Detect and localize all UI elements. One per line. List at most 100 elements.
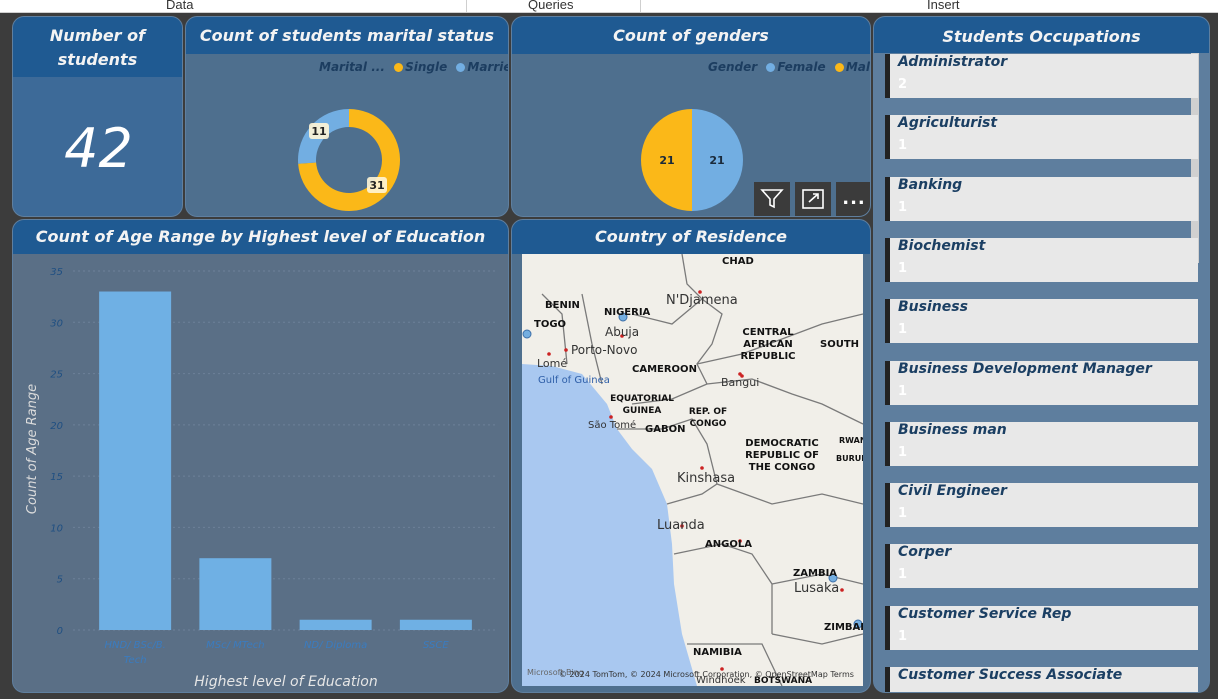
occupation-list-item[interactable]: Business Development Manager 1: [885, 360, 1198, 405]
map-city-label: Abuja: [605, 325, 640, 339]
more-options-icon: ...: [842, 188, 866, 209]
occupation-count: 1: [898, 444, 908, 460]
filter-icon: [760, 189, 784, 209]
y-tick-label: 15: [50, 472, 63, 483]
ribbon-tab-data[interactable]: Data: [166, 0, 194, 12]
y-tick-label: 20: [50, 421, 63, 432]
occupation-list-item[interactable]: Administrator 2: [885, 54, 1198, 98]
legend-item-female[interactable]: Female: [777, 60, 826, 74]
occupation-name: Banking: [898, 176, 963, 193]
ribbon-bar: Data Queries Insert: [0, 0, 1218, 13]
map-city-label: N'Djamena: [666, 293, 738, 308]
map-country-label: DEMOCRATIC REPUBLIC OF THE CONGO: [745, 438, 819, 473]
occupation-count: 1: [898, 567, 908, 583]
occupation-name: Corper: [898, 544, 952, 561]
legend-item-single[interactable]: Single: [405, 60, 448, 74]
occupation-list-item[interactable]: Corper 1: [885, 544, 1198, 589]
card-title: Count of genders: [512, 17, 870, 54]
map-country-label: SOUTH S: [820, 339, 863, 350]
legend-dot-single: [394, 63, 404, 72]
map-country-label: ZAMBIA: [793, 568, 838, 579]
bar-3[interactable]: [399, 619, 472, 630]
bar-chart[interactable]: 0 5 10 15 20 25 30 35 HND/ BSc/B. Tech MSc/ MTech N…: [13, 254, 509, 693]
number-of-students-card[interactable]: Number of students 42: [12, 16, 183, 217]
data-label-bg: [309, 123, 329, 139]
x-axis-title: Highest level of Education: [194, 674, 377, 690]
more-options-button[interactable]: ...: [836, 182, 870, 216]
occupation-list-item[interactable]: Civil Engineer 1: [885, 483, 1198, 528]
pie-slice-male[interactable]: [641, 109, 692, 211]
pie-slice-female[interactable]: [692, 109, 743, 211]
occupation-name: Business Development Manager: [898, 360, 1152, 377]
map-city-label: Lusaka: [794, 581, 840, 596]
legend-dot-female: [766, 63, 776, 72]
map-country-label: BURUN: [836, 454, 863, 463]
legend-item-male[interactable]: Male: [845, 60, 870, 74]
occupation-list-item[interactable]: Banking 1: [885, 176, 1198, 221]
filter-button[interactable]: [754, 182, 790, 216]
donut-label-married: 11: [311, 125, 326, 138]
y-tick-label: 10: [50, 523, 63, 534]
occupation-name: Administrator: [898, 54, 1008, 70]
map-canvas[interactable]: CHAD BENIN NIGERIA TOGO CENTRAL AFRICAN …: [522, 254, 863, 686]
map-country-label: TOGO: [534, 319, 567, 330]
map-country-label: EQUATORIAL GUINEA: [610, 394, 674, 416]
map-city-label: Luanda: [657, 518, 705, 533]
legend-item-married[interactable]: Married: [467, 60, 508, 74]
occupation-count: 1: [898, 199, 908, 215]
occupation-list-item[interactable]: Customer Success Associate: [885, 667, 1198, 692]
occupation-name: Customer Service Rep: [898, 605, 1072, 622]
map-country-label: CHAD: [722, 256, 754, 267]
marital-status-card[interactable]: Count of students marital status Marital…: [185, 16, 509, 217]
gender-card[interactable]: Count of genders Gender Female Male 2121…: [511, 16, 871, 217]
occupation-name: Customer Success Associate: [898, 667, 1123, 683]
legend-dot-married: [456, 63, 466, 72]
marital-legend: Marital ... Single Married: [319, 60, 508, 74]
map-country-label: REP. OF CONGO: [688, 407, 728, 429]
occupation-name: Business man: [898, 421, 1007, 438]
occupation-count: 1: [898, 322, 908, 338]
occupation-list-item[interactable]: Business man 1: [885, 421, 1198, 466]
occupation-count: 1: [898, 383, 908, 399]
pie-label-female: 21: [709, 154, 724, 167]
data-label-bg: [367, 177, 387, 193]
gender-pie-chart[interactable]: 21 21: [512, 54, 871, 214]
map-shapes: [522, 254, 863, 686]
map-country-label: CENTRAL AFRICAN REPUBLIC: [740, 327, 796, 362]
legend-title: Gender: [708, 60, 758, 74]
occupation-list-item[interactable]: Customer Service Rep 1: [885, 605, 1198, 650]
occupations-card[interactable]: Students Occupations Administrator 2 Agric…: [873, 16, 1210, 693]
card-title: Country of Residence: [512, 220, 870, 254]
focus-mode-icon: [802, 189, 824, 209]
occupation-list-item[interactable]: Business 1: [885, 299, 1198, 344]
legend-title: Marital ...: [319, 60, 385, 74]
country-map-card[interactable]: Country of Residence: [511, 219, 871, 693]
map-country-label: ZIMBAB: [824, 622, 863, 633]
occupation-count: 1: [898, 628, 908, 644]
map-city-label: Kinshasa: [677, 471, 736, 486]
occupation-list-item[interactable]: Agriculturist 1: [885, 115, 1198, 160]
card-title: Students Occupations: [874, 17, 1209, 53]
marital-donut-chart[interactable]: 31 11: [186, 54, 509, 214]
occupation-count: 1: [898, 138, 908, 154]
map-brand-logo: Microsoft Bing: [527, 668, 584, 677]
ribbon-divider: [640, 0, 641, 13]
bar-1[interactable]: [199, 558, 272, 630]
card-title: Count of students marital status: [186, 17, 508, 54]
age-range-bar-chart-card[interactable]: Count of Age Range by Highest level of E…: [12, 219, 509, 693]
occupation-list-item[interactable]: Biochemist 1: [885, 237, 1198, 282]
focus-mode-button[interactable]: [795, 182, 831, 216]
map-country-label: CAMEROON: [632, 364, 697, 375]
bar-0[interactable]: [99, 291, 172, 630]
ribbon-tab-insert[interactable]: Insert: [927, 0, 960, 12]
occupation-count: 1: [898, 260, 908, 276]
map-water-label: Gulf of Guinea: [538, 375, 610, 386]
gender-legend: Gender Female Male: [708, 60, 870, 74]
map-country-label: NIGERIA: [604, 307, 651, 318]
map-copyright[interactable]: © 2024 TomTom, © 2024 Microsoft Corporat…: [559, 670, 854, 679]
y-tick-label: 25: [50, 370, 63, 381]
occupation-count: 2: [898, 77, 908, 92]
ribbon-tab-queries[interactable]: Queries: [528, 0, 574, 12]
bar-2[interactable]: [299, 619, 372, 630]
x-tick-label: Tech: [124, 655, 147, 666]
